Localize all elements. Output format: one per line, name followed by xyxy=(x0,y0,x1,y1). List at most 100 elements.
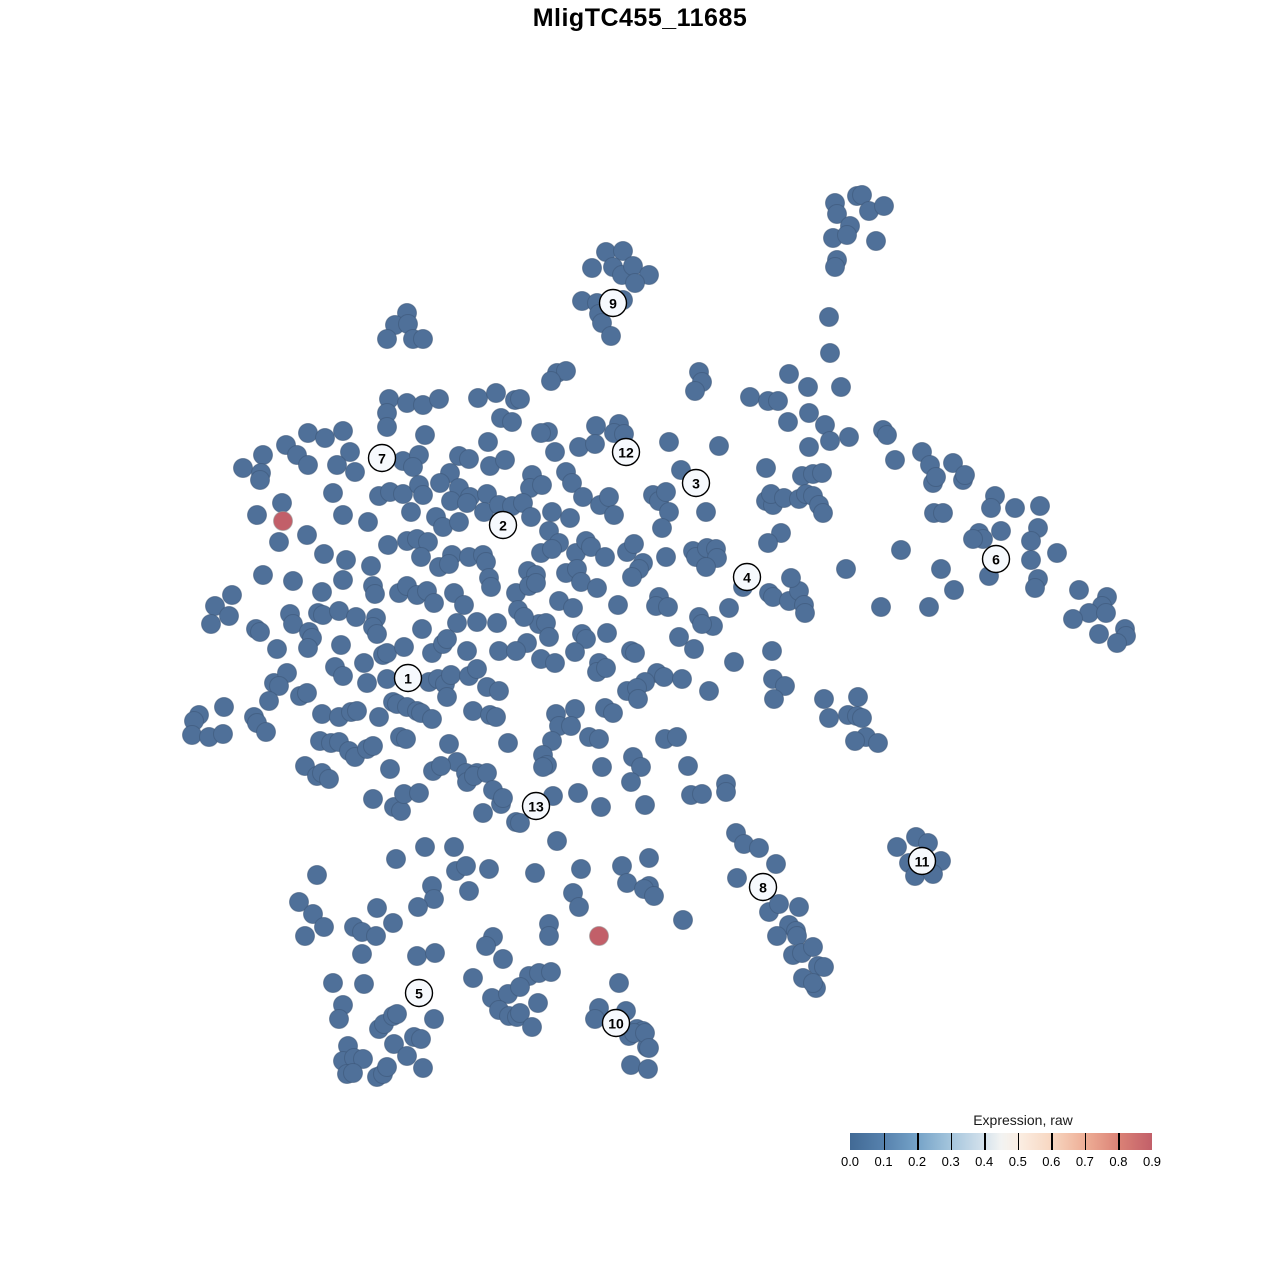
legend-tick-label: 0.0 xyxy=(840,1154,860,1169)
data-point xyxy=(592,757,612,777)
data-point xyxy=(762,641,782,661)
data-point xyxy=(298,455,318,475)
data-point xyxy=(378,535,398,555)
data-point xyxy=(944,580,964,600)
data-point xyxy=(621,1055,641,1075)
data-point xyxy=(644,886,664,906)
cluster-label-circle xyxy=(367,443,397,473)
data-point xyxy=(625,273,645,293)
data-point xyxy=(756,458,776,478)
data-point xyxy=(528,993,548,1013)
data-point xyxy=(787,926,807,946)
data-point xyxy=(514,607,534,627)
data-point xyxy=(541,371,561,391)
data-point xyxy=(331,635,351,655)
data-point xyxy=(673,910,693,930)
data-point xyxy=(329,1009,349,1029)
data-point xyxy=(545,653,565,673)
data-point xyxy=(377,669,397,689)
data-point xyxy=(585,434,605,454)
data-point xyxy=(885,450,905,470)
data-point xyxy=(363,789,383,809)
data-point xyxy=(250,622,270,642)
data-point xyxy=(612,856,632,876)
data-point xyxy=(696,557,716,577)
data-point xyxy=(424,593,444,613)
data-point xyxy=(269,532,289,552)
data-point xyxy=(391,801,411,821)
legend-tick-label: 0.4 xyxy=(975,1154,994,1169)
cluster-label-circle xyxy=(748,872,778,902)
legend-gradient-bar xyxy=(850,1133,1152,1150)
data-point xyxy=(926,467,946,487)
data-point xyxy=(459,881,479,901)
data-point xyxy=(312,704,332,724)
cluster-label-number: 9 xyxy=(609,296,617,312)
data-point xyxy=(775,676,795,696)
data-point xyxy=(595,547,615,567)
cluster-label-number: 2 xyxy=(499,518,507,534)
data-point xyxy=(581,537,601,557)
data-point xyxy=(380,759,400,779)
data-point xyxy=(295,926,315,946)
data-point xyxy=(719,598,739,618)
cluster-label-circle xyxy=(488,510,518,540)
data-point xyxy=(352,944,372,964)
data-point xyxy=(323,483,343,503)
data-point xyxy=(556,361,576,381)
data-point xyxy=(692,614,712,634)
data-point xyxy=(542,502,562,522)
data-point xyxy=(447,613,467,633)
data-point xyxy=(779,364,799,384)
data-point xyxy=(789,897,809,917)
cluster-label-number: 7 xyxy=(378,451,386,467)
data-point xyxy=(222,585,242,605)
data-point xyxy=(346,607,366,627)
data-point xyxy=(799,437,819,457)
data-point xyxy=(454,595,474,615)
data-point xyxy=(439,734,459,754)
data-point xyxy=(298,638,318,658)
data-point xyxy=(409,783,429,803)
data-point xyxy=(1069,580,1089,600)
data-point xyxy=(573,487,593,507)
data-point xyxy=(297,525,317,545)
data-point xyxy=(476,936,496,956)
data-point xyxy=(498,733,518,753)
data-point xyxy=(1107,633,1127,653)
data-point xyxy=(812,463,832,483)
data-point xyxy=(384,1034,404,1054)
data-point xyxy=(799,403,819,423)
data-point xyxy=(413,485,433,505)
data-point xyxy=(561,716,581,736)
data-point xyxy=(628,689,648,709)
data-point xyxy=(459,449,479,469)
data-point xyxy=(463,968,483,988)
data-point xyxy=(413,1058,433,1078)
data-point xyxy=(394,637,414,657)
data-point xyxy=(401,502,421,522)
legend-tick-label: 0.2 xyxy=(908,1154,927,1169)
data-point xyxy=(814,689,834,709)
data-point xyxy=(891,540,911,560)
data-point xyxy=(563,598,583,618)
data-point xyxy=(542,731,562,751)
legend-tick-label: 0.7 xyxy=(1075,1154,1094,1169)
data-point xyxy=(522,1017,542,1037)
data-point xyxy=(585,1009,605,1029)
legend-title: Expression, raw xyxy=(973,1112,1073,1128)
data-point xyxy=(798,377,818,397)
data-point xyxy=(871,597,891,617)
data-point xyxy=(431,756,451,776)
data-point xyxy=(569,897,589,917)
data-point xyxy=(386,849,406,869)
data-point xyxy=(672,669,692,689)
data-point xyxy=(724,652,744,672)
data-point xyxy=(685,381,705,401)
data-point xyxy=(532,475,552,495)
cluster-label-number: 4 xyxy=(743,570,751,586)
data-point xyxy=(541,962,561,982)
data-point xyxy=(489,681,509,701)
data-point xyxy=(377,417,397,437)
data-point xyxy=(415,425,435,445)
